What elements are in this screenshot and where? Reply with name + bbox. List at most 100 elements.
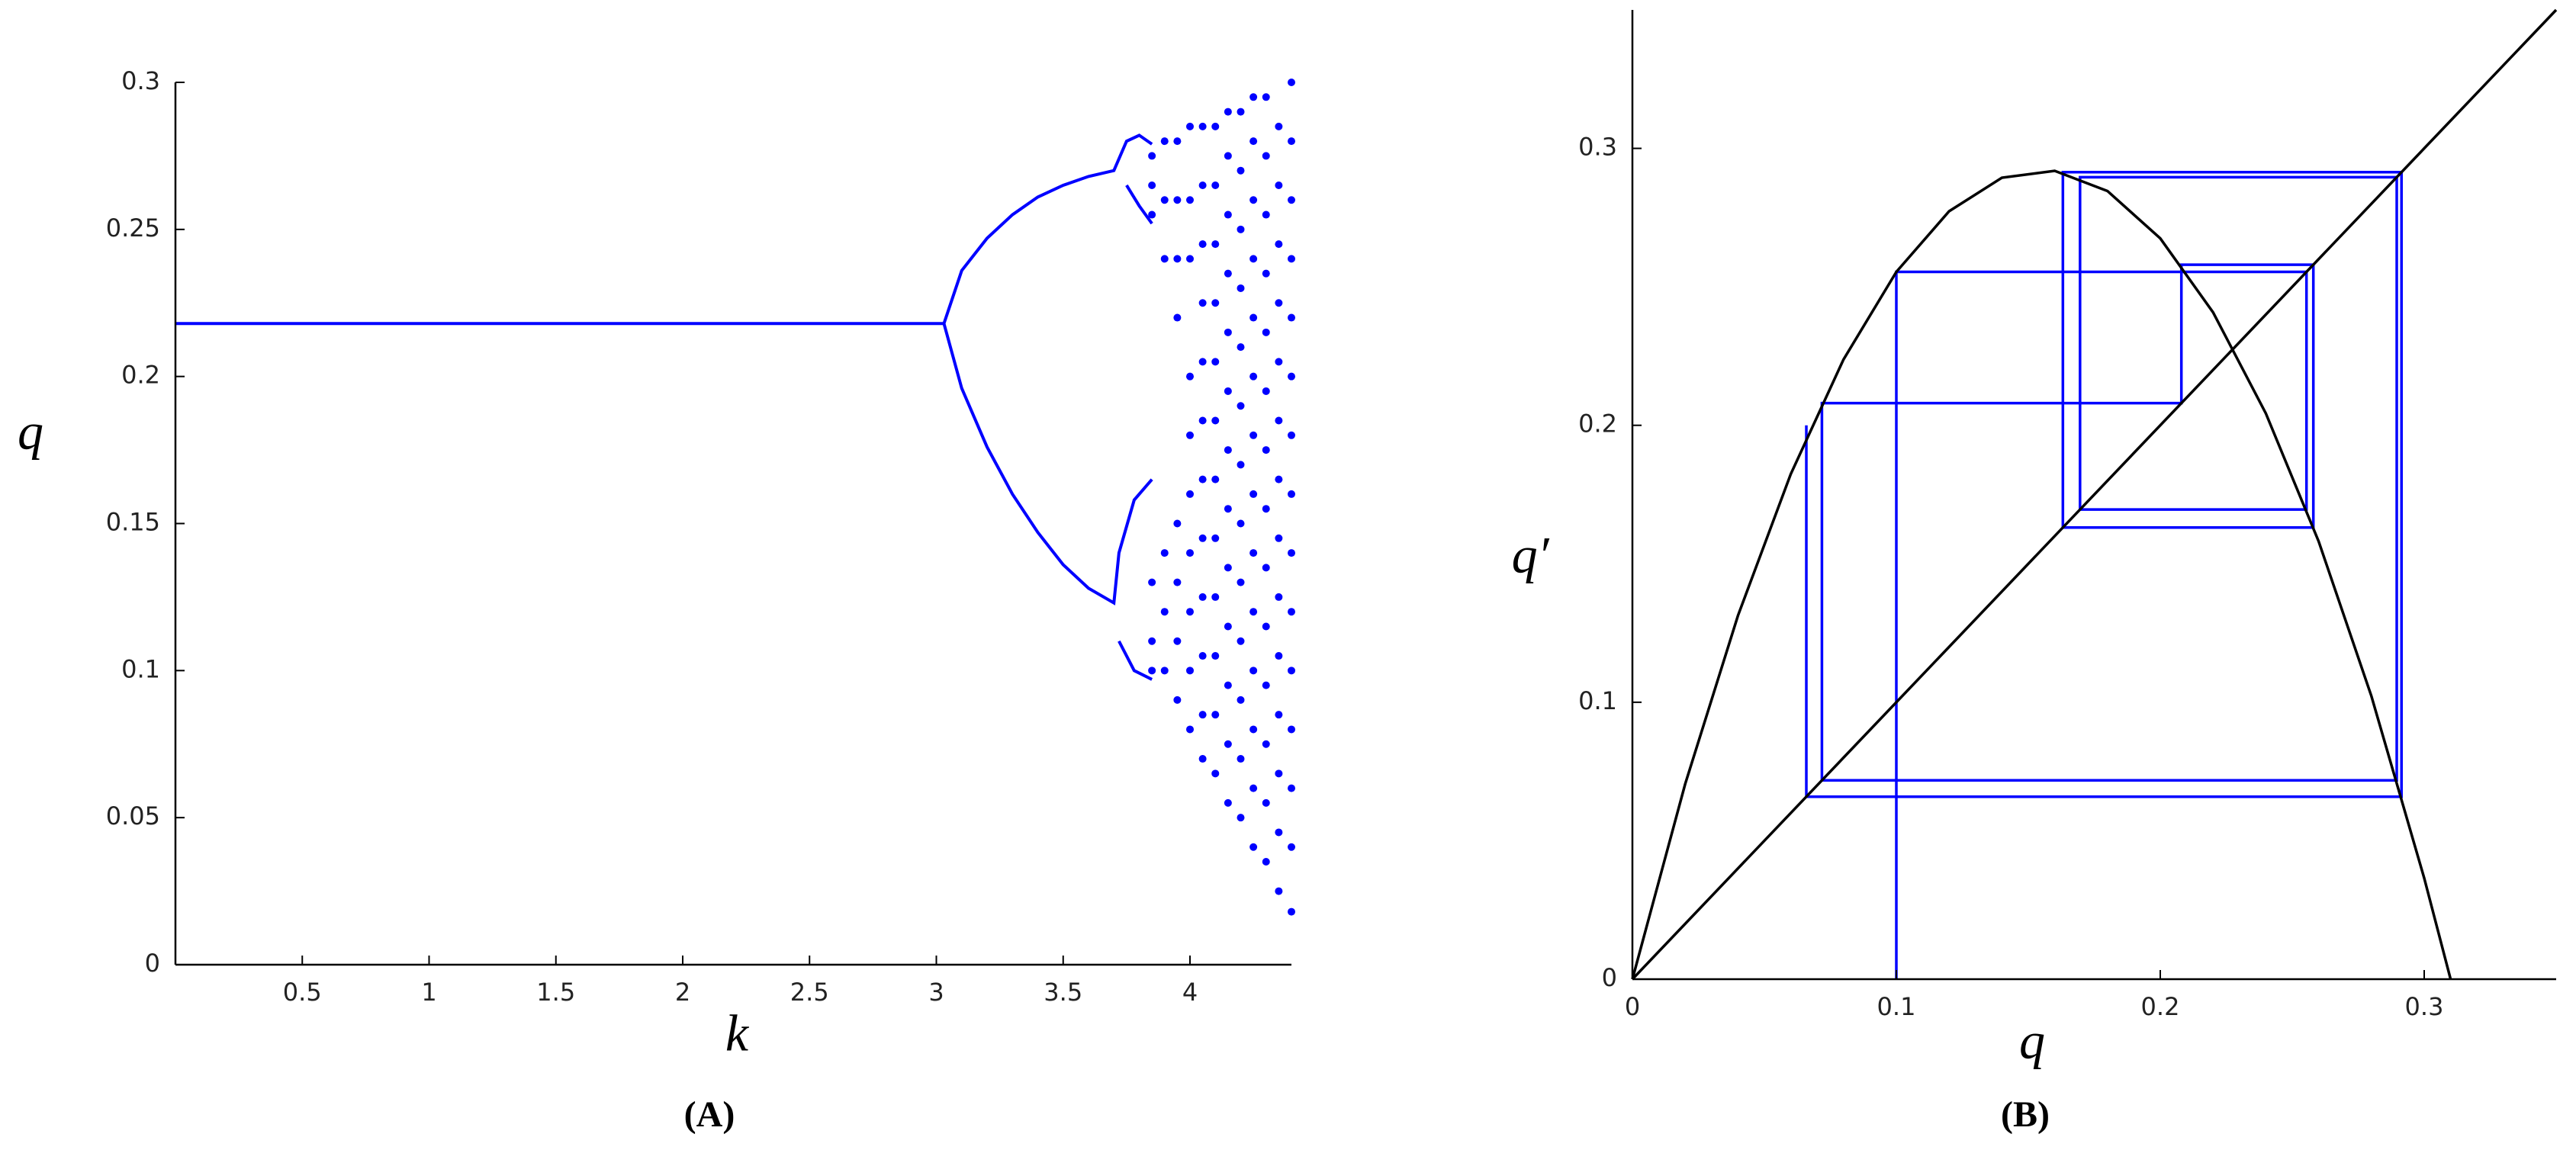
point — [1237, 402, 1245, 410]
point — [1249, 137, 1258, 146]
point — [1237, 461, 1245, 469]
point — [1198, 416, 1207, 425]
point — [1249, 843, 1258, 851]
series-line — [942, 323, 1153, 606]
point — [1262, 681, 1270, 689]
point — [1211, 711, 1220, 719]
x-tick-label: 2.5 — [790, 978, 829, 1007]
y-tick-label: 0 — [145, 949, 160, 978]
point — [1160, 255, 1169, 263]
point — [1211, 240, 1220, 249]
point — [1186, 122, 1194, 130]
point — [1288, 843, 1295, 851]
point — [1262, 328, 1270, 336]
point — [1237, 108, 1245, 116]
point — [1224, 328, 1232, 336]
point — [1288, 372, 1295, 381]
series-line — [1805, 171, 2403, 979]
point — [1275, 887, 1283, 895]
point — [1160, 667, 1169, 675]
point — [1224, 681, 1232, 689]
point — [1288, 196, 1295, 204]
point — [1173, 137, 1182, 146]
point — [1249, 490, 1258, 498]
point — [1160, 196, 1169, 204]
y-tick-label: 0.1 — [1578, 686, 1617, 715]
x-axis-label: k — [725, 1004, 750, 1062]
point — [1160, 608, 1169, 616]
point — [1262, 387, 1270, 395]
point — [1237, 166, 1245, 175]
x-tick-label: 0 — [1625, 992, 1640, 1021]
point — [1198, 652, 1207, 660]
point — [1288, 255, 1295, 263]
point — [1288, 608, 1295, 616]
point — [1262, 740, 1270, 748]
point — [1224, 622, 1232, 631]
point — [1237, 343, 1245, 352]
point — [1148, 667, 1156, 675]
point — [1249, 608, 1258, 616]
point — [1275, 593, 1283, 601]
x-tick-label: 0.1 — [1877, 992, 1916, 1021]
y-tick-label: 0.25 — [106, 214, 160, 243]
point — [1237, 519, 1245, 528]
point — [1275, 828, 1283, 837]
point — [1288, 725, 1295, 734]
point — [1148, 181, 1156, 189]
point — [1173, 196, 1182, 204]
point — [1211, 416, 1220, 425]
point — [1249, 93, 1258, 101]
point — [1148, 637, 1156, 645]
point — [1249, 784, 1258, 792]
point — [1262, 269, 1270, 278]
point — [1211, 122, 1220, 130]
series-line — [1631, 8, 2558, 981]
point — [1198, 299, 1207, 307]
series-line — [1125, 184, 1153, 225]
point — [1275, 299, 1283, 307]
point — [1198, 755, 1207, 763]
point — [1186, 196, 1194, 204]
point — [1173, 255, 1182, 263]
point — [1275, 240, 1283, 249]
point — [1275, 769, 1283, 778]
point — [1288, 431, 1295, 439]
x-tick-label: 2 — [675, 978, 690, 1007]
point — [1173, 313, 1182, 322]
point — [1224, 108, 1232, 116]
point — [1237, 284, 1245, 292]
point — [1262, 622, 1270, 631]
point — [1198, 240, 1207, 249]
x-tick-label: 0.5 — [283, 978, 322, 1007]
point — [1275, 534, 1283, 542]
point — [1198, 475, 1207, 483]
point — [1249, 313, 1258, 322]
point — [1186, 667, 1194, 675]
point — [1160, 137, 1169, 146]
point — [1198, 181, 1207, 189]
x-tick-label: 3.5 — [1044, 978, 1082, 1007]
point — [1237, 225, 1245, 233]
point — [1224, 564, 1232, 572]
point — [1186, 372, 1194, 381]
point — [1249, 431, 1258, 439]
series-line — [942, 133, 1153, 324]
y-tick-label: 0.2 — [1578, 410, 1617, 438]
point — [1249, 255, 1258, 263]
point — [1211, 475, 1220, 483]
point — [1249, 667, 1258, 675]
point — [1288, 137, 1295, 146]
point — [1211, 299, 1220, 307]
point — [1224, 269, 1232, 278]
point — [1249, 725, 1258, 734]
point — [1275, 475, 1283, 483]
point — [1186, 725, 1194, 734]
point — [1173, 578, 1182, 586]
point — [1237, 814, 1245, 822]
point — [1262, 564, 1270, 572]
series-line — [1631, 169, 2452, 980]
point — [1224, 798, 1232, 807]
point — [1211, 769, 1220, 778]
